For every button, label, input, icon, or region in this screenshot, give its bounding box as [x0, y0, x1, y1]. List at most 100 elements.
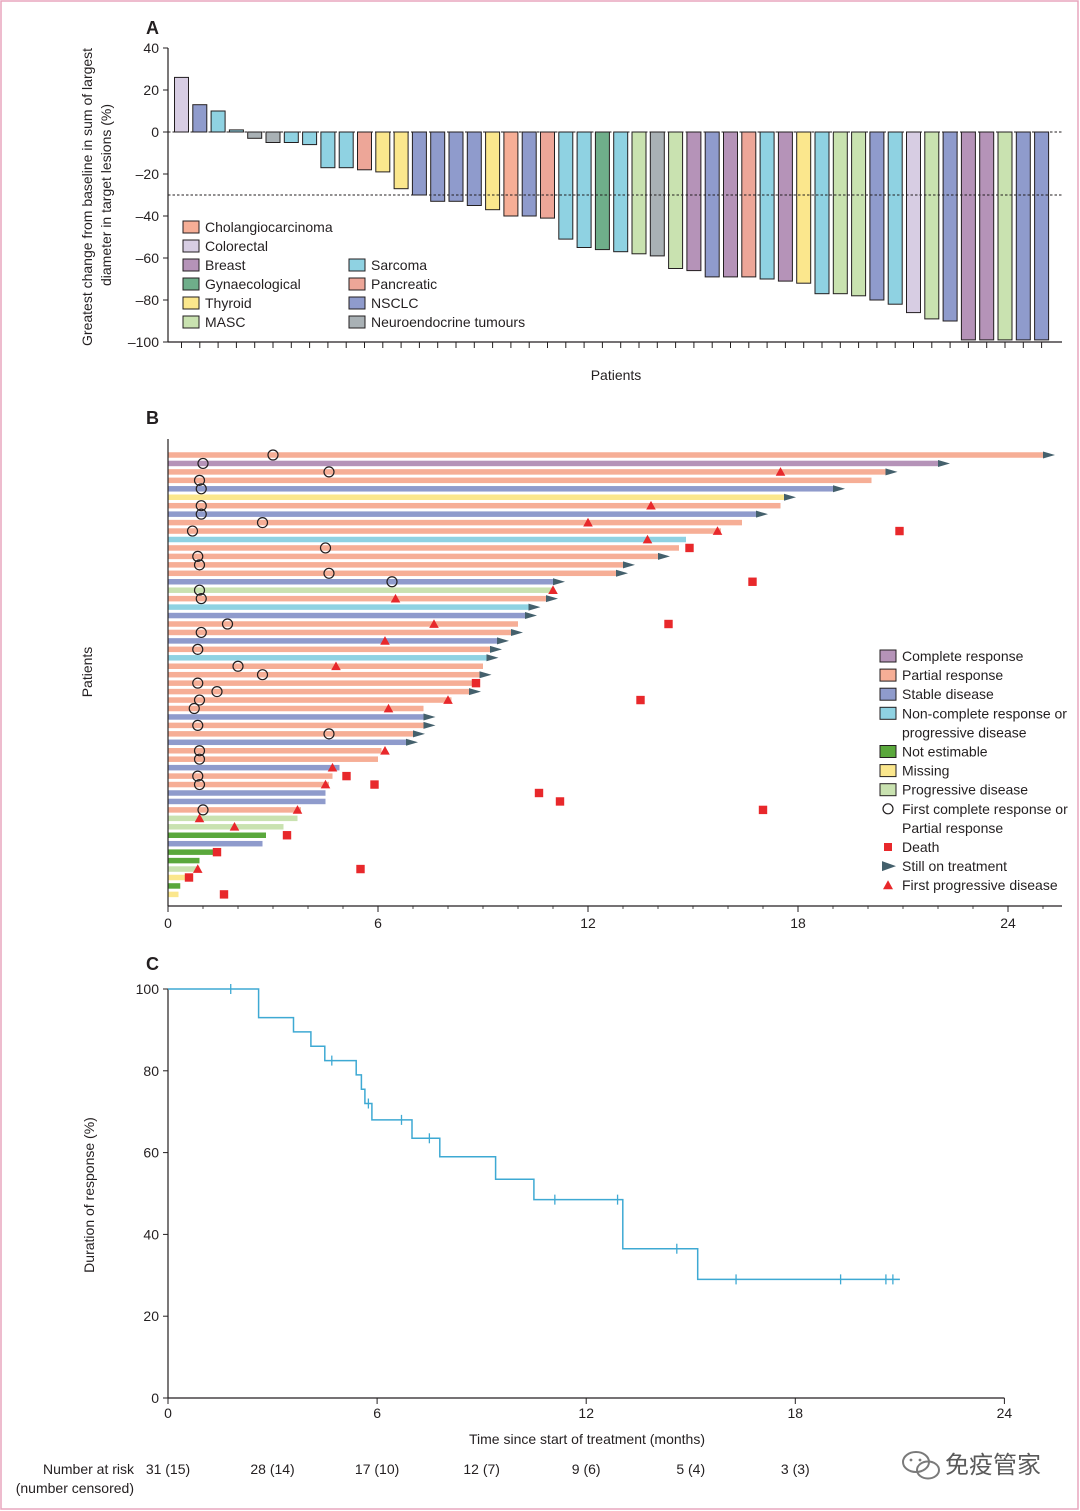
panel-c-y-tick-label: 20 [143, 1308, 159, 1324]
swimmer-bar [168, 502, 781, 509]
swimmer-bar [168, 646, 490, 653]
legend-swatch-panc [348, 277, 366, 291]
swimmer-bar [168, 781, 329, 788]
response-marker [193, 745, 206, 757]
legend-label-nsclc: NSCLC [371, 295, 418, 311]
panel-a-bar [338, 131, 354, 169]
legend-swatch-thyroid [182, 296, 200, 310]
still-on-treatment-arrow [479, 671, 492, 679]
panel-a-bar [283, 131, 299, 143]
still-on-treatment-arrow [546, 595, 558, 603]
panel-a-bar [741, 131, 757, 278]
panel-c-curve [168, 984, 900, 1285]
watermark-text: 免疫管家 [945, 1451, 1041, 1479]
response-marker [193, 778, 206, 791]
panel-b-legend-swatch [879, 764, 897, 778]
panel-a-y-tick-label: –100 [128, 334, 159, 350]
panel-b-legend-swatch [879, 687, 897, 701]
panel-b-x-tick-label: 0 [164, 915, 172, 931]
panel-a-bar [448, 131, 464, 202]
swimmer-bar [168, 486, 833, 492]
panel-c-x-axis-title: Time since start of treatment (months) [469, 1431, 705, 1447]
death-marker [212, 847, 222, 857]
legend-label-sarcoma: Sarcoma [371, 257, 427, 273]
swimmer-bar [168, 536, 686, 543]
progressive-disease-marker [383, 703, 394, 713]
death-marker [342, 771, 351, 781]
panel-a-bar [887, 131, 903, 305]
risk-count: 5 (4) [676, 1461, 705, 1477]
risk-count: 31 (15) [146, 1461, 190, 1477]
response-marker [323, 728, 335, 740]
panel-a-bar [357, 131, 372, 171]
legend-swatch-neuro [348, 315, 366, 329]
panel-b-legend-label: Complete response [902, 648, 1024, 664]
progressive-disease-marker [320, 779, 331, 789]
death-marker [685, 543, 694, 553]
swimmer-bar [168, 553, 658, 560]
panel-b-legend-swatch [879, 668, 897, 682]
response-marker [195, 508, 207, 520]
panel-a-waterfall-chart: A Greatest change from baseline in sum o… [79, 18, 1062, 383]
swimmer-bar [168, 883, 181, 889]
legend-swatch-sarcoma [348, 258, 366, 272]
response-marker [192, 550, 204, 563]
progressive-disease-marker [192, 864, 203, 873]
progressive-disease-marker [646, 500, 656, 510]
panel-a-y-ticks: 40 20 0 –20 –40 –60 –80 –100 [128, 40, 168, 350]
swimmer-bar [168, 815, 298, 822]
panel-a-bar [723, 131, 738, 278]
risk-count: 17 (10) [355, 1461, 399, 1477]
response-marker [267, 449, 279, 461]
swimmer-bar [168, 562, 623, 568]
panel-a-bar [375, 131, 391, 173]
panel-a-y-axis-title-line1: Greatest change from baseline in sum of … [79, 48, 95, 346]
response-marker [193, 584, 206, 596]
swimmer-bar [168, 714, 424, 720]
panel-b-legend-swatch [879, 745, 897, 758]
panel-b-legend-swatch [879, 783, 897, 797]
response-marker [193, 753, 206, 765]
panel-a-bar [1034, 131, 1050, 341]
panel-a-y-axis-title: Greatest change from baseline in sum of … [79, 44, 114, 346]
panel-a-bar [814, 131, 830, 295]
panel-a-bar [466, 131, 482, 206]
panel-b-legend-swatch [879, 649, 897, 663]
panel-a-bar [265, 131, 281, 143]
swimmer-bar [168, 511, 756, 517]
swimmer-bar [168, 595, 546, 602]
still-on-treatment-arrow [490, 645, 502, 653]
swimmer-bar [168, 494, 784, 500]
swimmer-bar [168, 528, 721, 534]
death-marker [555, 797, 565, 806]
progressive-disease-marker [642, 534, 653, 544]
panel-b-legend-label: Death [902, 839, 939, 855]
panel-c-y-tick-label: 60 [143, 1145, 159, 1161]
response-marker [319, 542, 332, 554]
death-marker [370, 780, 379, 789]
panel-a-letter: A [146, 18, 159, 38]
progressive-disease-marker [429, 619, 439, 628]
swimmer-bar [168, 460, 938, 467]
swimmer-bar [168, 477, 872, 484]
panel-a-bar [649, 131, 665, 257]
response-marker [195, 626, 207, 639]
panel-a-bar [540, 131, 555, 219]
still-on-treatment-arrow [525, 612, 537, 620]
swimmer-bar [168, 807, 301, 813]
response-marker [256, 669, 269, 681]
panel-c-y-tick-label: 40 [143, 1226, 159, 1242]
watermark: 免疫管家 [902, 1451, 1041, 1480]
panel-c-y-tick-label: 100 [136, 981, 160, 997]
still-on-treatment-arrow [623, 561, 635, 569]
response-marker [193, 559, 206, 571]
panel-a-legend: Cholangiocarcinoma Colorectal Breast Gynaec… [182, 219, 525, 330]
progressive-disease-marker [327, 762, 338, 772]
panel-b-letter: B [146, 408, 159, 428]
progressive-disease-marker [390, 593, 401, 603]
panel-a-x-axis-title: Patients [591, 367, 642, 383]
death-marker [184, 873, 194, 882]
still-on-treatment-arrow [784, 493, 796, 501]
panel-b-axes: 0 6 12 18 24 [164, 439, 1062, 931]
still-on-treatment-arrow [756, 510, 768, 518]
